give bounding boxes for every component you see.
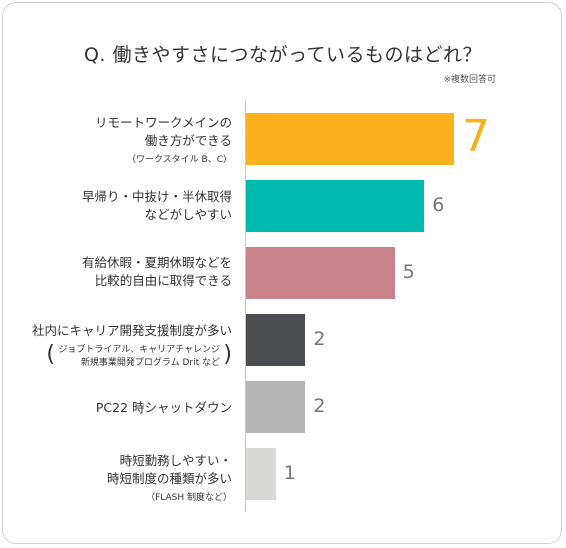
bar-1: [246, 113, 454, 165]
value-label-6: 1: [283, 462, 296, 484]
axis-line: [245, 100, 246, 512]
bar-2: [246, 180, 425, 232]
bar-6: [246, 448, 276, 500]
chart-title: Q. 働きやすさにつながっているものはどれ？: [83, 44, 483, 66]
category-main-text: 有給休暇・夏期休暇などを: [81, 255, 232, 270]
category-sub-text: （FLASH 制度など）: [146, 492, 232, 503]
category-main-text: 時短制度の種類が多い: [106, 470, 232, 486]
bar-3: [246, 247, 395, 299]
category-main-text: 社内にキャリア開発支援制度が多い: [31, 323, 232, 338]
left-paren: (: [46, 342, 55, 367]
bar-4: [246, 314, 306, 366]
category-main-text: などがしやすい: [144, 207, 232, 222]
value-label-2: 6: [432, 194, 445, 216]
category-label-1: リモートワークメインの働き方ができる （ワークスタイル B、C）: [2, 114, 232, 167]
category-label-2: 早帰り・中抜け・半休取得などがしやすい: [2, 188, 232, 224]
bar-5: [246, 381, 306, 433]
category-main-text: 比較的自由に取得できる: [94, 273, 232, 288]
category-main-text: PC22 時シャットダウン: [95, 400, 232, 415]
category-label-6: 時短勤務しやすい・時短制度の種類が多い （FLASH 制度など）: [2, 452, 232, 505]
value-label-3: 5: [402, 261, 415, 283]
category-main-text: 働き方ができる: [144, 132, 232, 148]
value-label-1: 7: [462, 111, 490, 162]
category-sub-group: (ジョブトライアル、キャリアチャレンジ新規事業開発プログラム Drit など): [46, 342, 232, 370]
category-main-text: 時短勤務しやすい・: [119, 452, 232, 468]
category-main-text: リモートワークメインの: [94, 114, 232, 130]
value-label-5: 2: [313, 395, 326, 417]
category-main-text: 早帰り・中抜け・半休取得: [81, 189, 232, 204]
category-label-3: 有給休暇・夏期休暇などを比較的自由に取得できる: [2, 254, 232, 290]
value-label-4: 2: [313, 328, 326, 350]
category-sub-text: 新規事業開発プログラム Drit など: [80, 358, 220, 368]
category-sub-text: ジョブトライアル、キャリアチャレンジ: [58, 345, 220, 355]
chart-note: ※複数回答可: [443, 75, 496, 85]
category-label-5: PC22 時シャットダウン: [2, 399, 232, 417]
right-paren: ): [223, 342, 232, 367]
category-sub-text: （ワークスタイル B、C）: [126, 154, 232, 165]
category-label-4: 社内にキャリア開発支援制度が多い (ジョブトライアル、キャリアチャレンジ新規事業開…: [2, 322, 232, 370]
